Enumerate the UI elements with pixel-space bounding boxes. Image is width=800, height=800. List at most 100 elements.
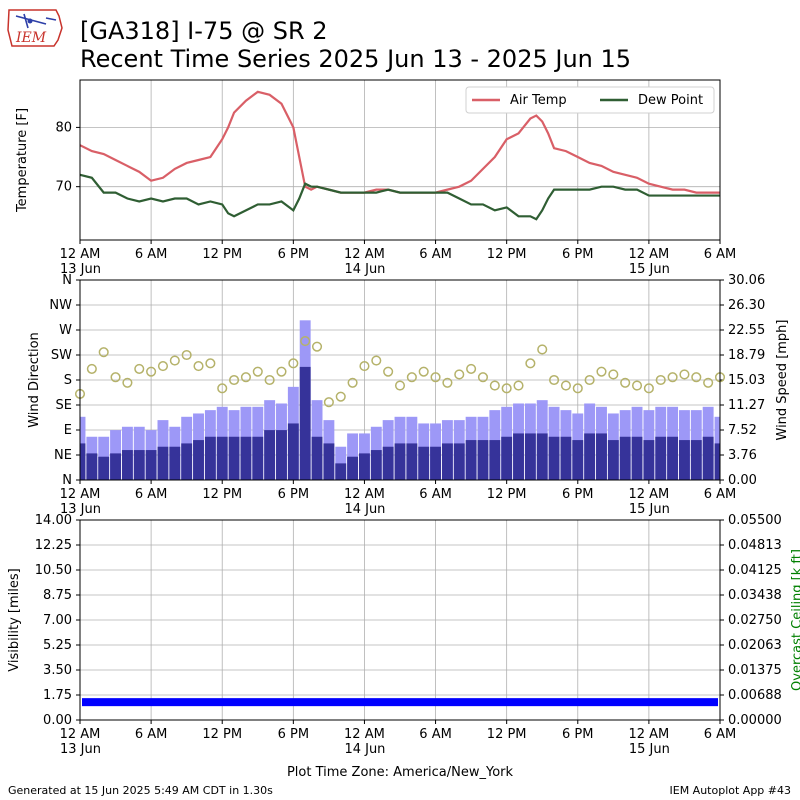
wind-direction-point <box>691 372 702 383</box>
y-tick-label-ceiling: 0.04813 <box>728 538 782 553</box>
x-tick-label: 12 AM <box>628 727 669 742</box>
x-tick-label: 12 PM <box>487 247 527 262</box>
wind-direction-point <box>513 380 524 391</box>
wind-speed-bar <box>536 433 548 480</box>
y-tick-label-speed: 30.06 <box>728 273 765 288</box>
wind-speed-bar <box>382 446 394 480</box>
wind-direction-point <box>667 372 678 383</box>
wind-direction-point <box>359 361 370 372</box>
timezone-label: Plot Time Zone: America/New_York <box>286 765 514 780</box>
wind-speed-bar <box>157 446 169 480</box>
y-tick-label-visibility: 10.50 <box>35 563 72 578</box>
x-tick-label: 15 Jun <box>629 262 670 277</box>
y-tick-label-visibility: 8.75 <box>43 588 72 603</box>
y-tick-label: 80 <box>55 120 72 135</box>
wind-speed-bar <box>489 440 501 480</box>
page-title: [GA318] I-75 @ SR 2 <box>80 17 328 45</box>
y-tick-label-direction: W <box>59 323 72 338</box>
y-tick-label-direction: S <box>64 373 72 388</box>
wind-speed-bar <box>264 430 276 480</box>
x-tick-label: 12 AM <box>628 247 669 262</box>
wind-speed-bar <box>98 456 110 480</box>
y-tick-label-ceiling: 0.00688 <box>728 688 782 703</box>
wind-direction-point <box>110 372 121 383</box>
y-axis-label-right: Overcast Ceiling [k ft] <box>790 549 800 691</box>
x-tick-label: 12 PM <box>487 727 527 742</box>
y-tick-label-ceiling: 0.02750 <box>728 613 782 628</box>
wind-direction-point <box>525 358 536 369</box>
y-tick-label-direction: N <box>62 473 72 488</box>
wind-speed-bar <box>560 436 572 480</box>
wind-direction-point <box>193 361 204 372</box>
wind-speed-bar <box>465 440 477 480</box>
x-tick-label: 6 AM <box>419 487 452 502</box>
wind-speed-bar <box>714 443 720 480</box>
wind-speed-bar <box>430 446 442 480</box>
x-tick-label: 13 Jun <box>60 502 101 517</box>
x-tick-label: 12 PM <box>487 487 527 502</box>
plot-frame-1 <box>79 79 721 241</box>
wind-direction-point <box>418 366 429 377</box>
y-tick-label-direction: NW <box>49 298 72 313</box>
y-tick-label-speed: 26.30 <box>728 298 765 313</box>
wind-direction-point <box>276 366 287 377</box>
wind-speed-bar <box>702 436 714 480</box>
wind-speed-bar <box>287 423 299 480</box>
x-tick-label: 6 PM <box>278 487 309 502</box>
iem-logo: IEM <box>7 9 63 47</box>
wind-direction-point <box>596 366 607 377</box>
y-tick-label-visibility: 14.00 <box>35 513 72 528</box>
wind-speed-bar <box>86 453 98 480</box>
wind-direction-point <box>264 374 275 386</box>
wind-direction-point <box>608 369 619 380</box>
x-tick-label: 6 AM <box>704 487 737 502</box>
x-tick-label: 13 Jun <box>60 742 101 757</box>
y-tick-label-ceiling: 0.01375 <box>728 663 782 678</box>
wind-speed-bar <box>394 443 406 480</box>
wind-speed-bar <box>181 443 193 480</box>
plot-frame-2 <box>79 279 721 481</box>
wind-direction-point <box>631 380 643 391</box>
wind-direction-point <box>383 366 394 377</box>
x-tick-label: 12 AM <box>628 487 669 502</box>
y-tick-label-visibility: 0.00 <box>43 713 72 728</box>
y-axis-label-right: Wind Speed [mph] <box>775 320 790 441</box>
x-tick-label: 6 AM <box>419 727 452 742</box>
wind-direction-point <box>537 344 548 355</box>
wind-speed-bar <box>667 436 679 480</box>
y-tick-label-speed: 22.55 <box>728 323 765 338</box>
wind-speed-bar <box>596 433 607 480</box>
y-axis-label-left: Wind Direction <box>27 332 42 428</box>
wind-speed-bar <box>252 436 264 480</box>
wind-direction-point <box>584 374 595 386</box>
x-tick-label: 12 PM <box>202 247 242 262</box>
wind-direction-point <box>549 374 560 386</box>
wind-speed-bar <box>548 436 560 480</box>
wind-direction-point <box>205 358 216 369</box>
wind-direction-point <box>347 377 358 388</box>
x-tick-label: 6 AM <box>419 247 452 262</box>
y-tick-label-direction: SE <box>56 398 72 413</box>
wind-direction-point <box>240 372 251 383</box>
x-tick-label: 6 PM <box>562 727 593 742</box>
wind-speed-bar <box>335 463 347 480</box>
wind-direction-point <box>477 372 489 383</box>
wind-direction-point <box>454 369 465 380</box>
y-tick-label-speed: 0.00 <box>728 473 757 488</box>
wind-direction-point <box>643 383 654 394</box>
wind-direction-point <box>229 374 240 386</box>
wind-direction-point <box>394 380 406 391</box>
x-tick-label: 12 AM <box>344 247 385 262</box>
y-tick-label-ceiling: 0.02063 <box>728 638 782 653</box>
wind-speed-bar <box>110 453 122 480</box>
wind-direction-point <box>217 383 228 394</box>
x-tick-label: 12 PM <box>202 487 242 502</box>
plot-frame-3 <box>79 519 721 721</box>
wind-speed-bar <box>607 440 619 480</box>
wind-speed-bar <box>80 443 86 480</box>
y-tick-label-visibility: 12.25 <box>35 538 72 553</box>
wind-speed-bar <box>370 450 382 480</box>
page-subtitle: Recent Time Series 2025 Jun 13 - 2025 Ju… <box>80 45 632 73</box>
wind-direction-point <box>371 355 382 366</box>
